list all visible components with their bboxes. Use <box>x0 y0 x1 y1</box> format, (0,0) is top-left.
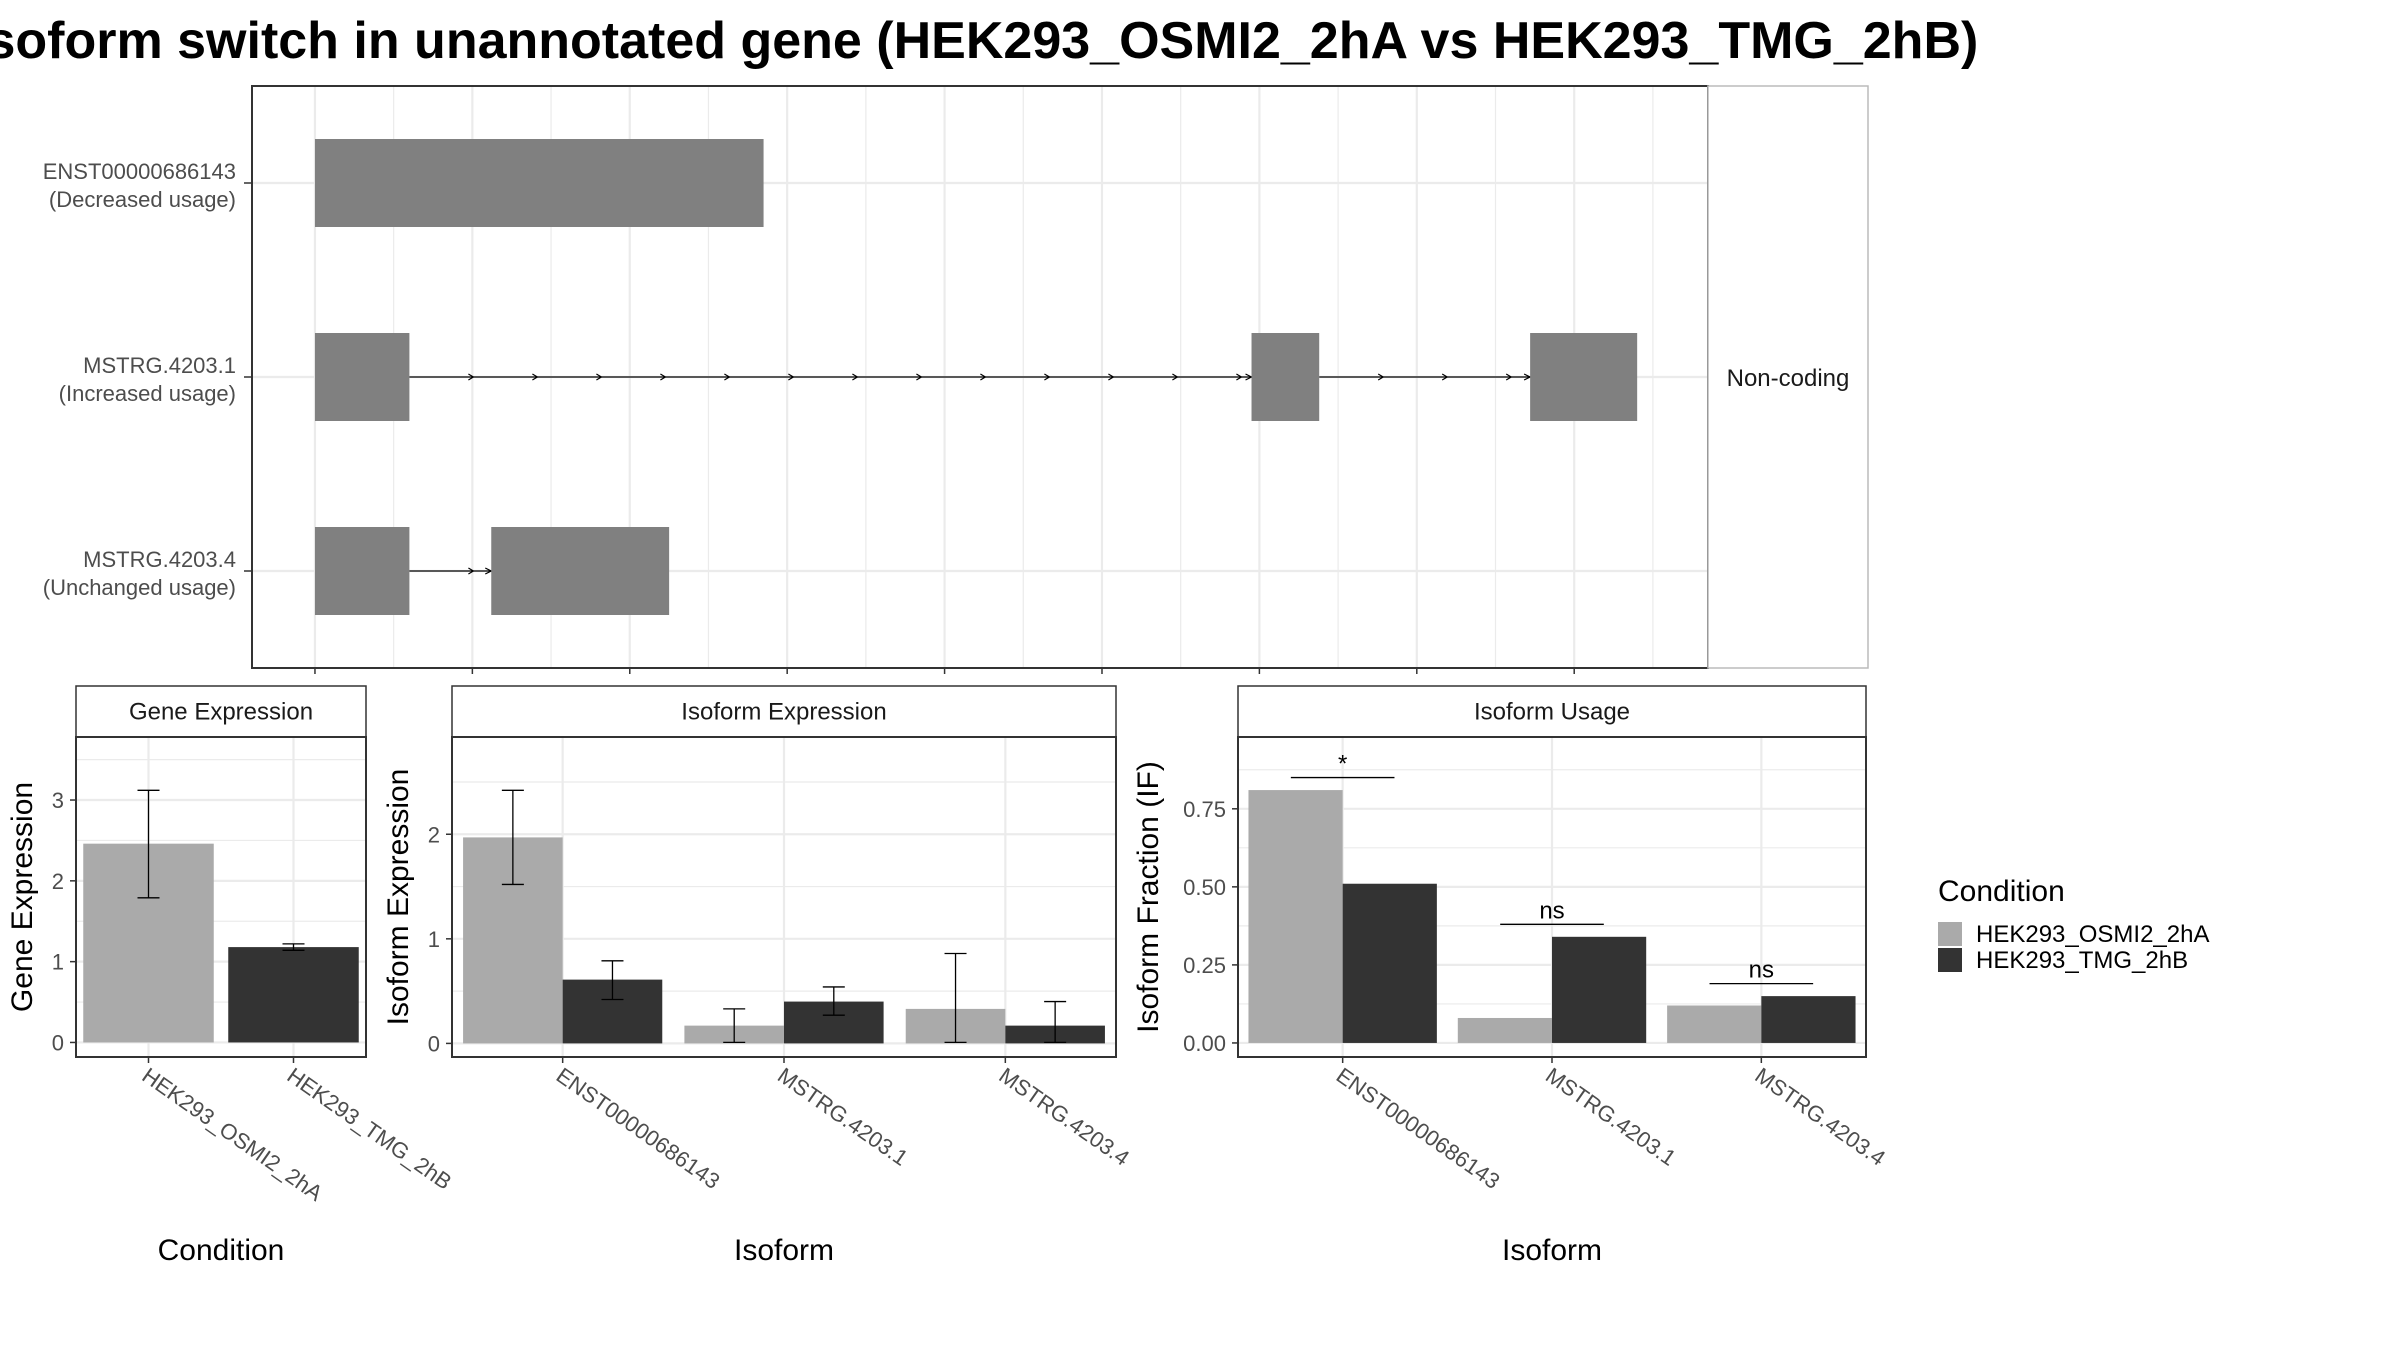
intron-direction-arrow <box>1236 373 1243 381</box>
y-tick-label: 0 <box>428 1031 440 1056</box>
legend-swatch <box>1938 922 1962 946</box>
isoform-usage-label: (Unchanged usage) <box>43 575 236 600</box>
intron-direction-arrow <box>468 373 475 381</box>
legend-item-label: HEK293_OSMI2_2hA <box>1976 921 2209 948</box>
bar <box>228 947 359 1043</box>
intron-direction-arrow <box>1044 373 1051 381</box>
y-tick-label: 0 <box>52 1030 64 1055</box>
exon-block <box>314 139 764 227</box>
x-axis-title: Isoform <box>1502 1234 1602 1267</box>
bar <box>1342 883 1437 1043</box>
intron-direction-arrow <box>788 373 795 381</box>
intron-direction-arrow <box>1245 373 1253 381</box>
panel-strip-title: Gene Expression <box>129 699 313 726</box>
y-tick-label: 3 <box>52 788 64 813</box>
legend-swatch <box>1938 948 1962 972</box>
coding-status-label: Non-coding <box>1727 365 1850 392</box>
y-axis-title: Isoform Fraction (IF) <box>1132 761 1165 1033</box>
intron-direction-arrow <box>852 373 859 381</box>
intron-direction-arrow <box>484 567 493 575</box>
exon-block <box>314 527 410 615</box>
y-tick-label: 1 <box>52 950 64 975</box>
panel-border <box>75 736 367 1058</box>
exon-block <box>1251 333 1320 421</box>
panel-strip-title: Isoform Usage <box>1474 699 1630 726</box>
y-tick-label: 0.25 <box>1183 953 1226 978</box>
bar <box>1761 996 1856 1043</box>
intron-direction-arrow <box>1108 373 1115 381</box>
y-tick-label: 0.50 <box>1183 875 1226 900</box>
bar <box>1552 936 1647 1043</box>
exon-block <box>1530 333 1638 421</box>
y-axis-title: Isoform Expression <box>382 769 415 1026</box>
panel-border <box>1237 736 1867 1058</box>
y-tick-label: 2 <box>52 869 64 894</box>
exon-block <box>314 333 410 421</box>
intron-direction-arrow <box>916 373 923 381</box>
bar <box>1248 790 1343 1043</box>
legend-title: Condition <box>1938 875 2065 908</box>
intron-direction-arrow <box>724 373 731 381</box>
panel-border <box>451 736 1117 1058</box>
y-axis-title: Gene Expression <box>6 782 39 1012</box>
intron-direction-arrow <box>596 373 603 381</box>
intron-direction-arrow <box>660 373 667 381</box>
intron-direction-arrow <box>1377 373 1385 381</box>
intron-direction-arrow <box>468 567 475 575</box>
isoform-label: ENST00000686143 <box>43 159 236 184</box>
bar <box>1667 1005 1762 1043</box>
isoform-usage-label: (Decreased usage) <box>49 187 236 212</box>
bar <box>1457 1017 1552 1043</box>
intron-direction-arrow <box>1505 373 1513 381</box>
intron-direction-arrow <box>532 373 539 381</box>
panel-strip <box>451 685 1117 738</box>
intron-direction-arrow <box>980 373 987 381</box>
x-axis-title: Isoform <box>734 1234 834 1267</box>
isoform-label: MSTRG.4203.1 <box>83 353 236 378</box>
figure-title: Isoform switch in unannotated gene (HEK2… <box>0 12 1978 70</box>
intron-direction-arrow <box>1441 373 1449 381</box>
coding-strip <box>1707 85 1869 669</box>
isoform-structure-panel: ENST00000686143 (Decreased usage) MSTRG.42… <box>43 85 1869 674</box>
significance-label: * <box>1338 751 1347 778</box>
y-tick-label: 0.00 <box>1183 1031 1226 1056</box>
exon-block <box>491 527 670 615</box>
isoform-usage-label: (Increased usage) <box>59 381 236 406</box>
significance-label: ns <box>1539 897 1564 924</box>
legend-item-label: HEK293_TMG_2hB <box>1976 947 2188 974</box>
y-tick-label: 2 <box>428 822 440 847</box>
y-tick-label: 0.75 <box>1183 797 1226 822</box>
intron-direction-arrow <box>1172 373 1179 381</box>
x-axis-title: Condition <box>158 1234 285 1267</box>
intron-direction-arrow <box>1523 373 1532 381</box>
panel-strip-title: Isoform Expression <box>681 699 886 726</box>
significance-label: ns <box>1749 957 1774 984</box>
isoform-label: MSTRG.4203.4 <box>83 547 236 572</box>
y-tick-label: 1 <box>428 927 440 952</box>
panel-strip <box>75 685 367 738</box>
